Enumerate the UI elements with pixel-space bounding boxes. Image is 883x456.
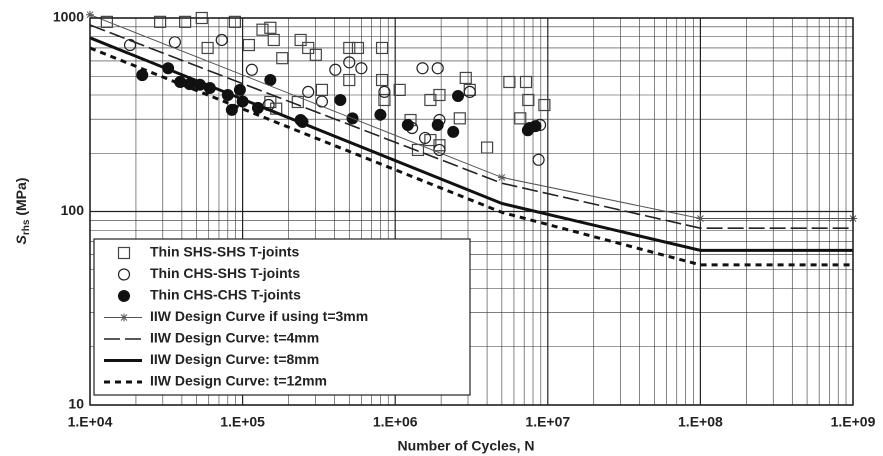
square-marker <box>433 139 446 152</box>
circle-marker <box>343 56 356 69</box>
square-marker <box>393 83 406 97</box>
filled-circle-marker <box>118 290 130 302</box>
legend-label: IIW Design Curve: t=8mm <box>150 351 319 367</box>
square-marker <box>503 75 516 89</box>
square-marker <box>351 41 365 55</box>
square-marker <box>294 33 307 47</box>
circle-marker <box>433 143 446 157</box>
star-marker <box>497 173 506 182</box>
x-tick-label: 1.E+05 <box>220 414 265 430</box>
square-marker <box>100 15 113 28</box>
square-marker <box>433 88 446 102</box>
star-marker <box>120 313 128 322</box>
legend-box <box>93 238 471 396</box>
circle-marker <box>215 33 228 47</box>
circle-marker <box>168 36 181 49</box>
x-tick-label: 1.E+08 <box>678 414 723 430</box>
square-marker <box>276 52 289 65</box>
circle-marker <box>123 38 137 52</box>
filled-circle-marker <box>401 118 414 131</box>
legend-label: IIW Design Curve if using t=3mm <box>150 308 368 324</box>
design-curve <box>89 24 853 229</box>
filled-circle-marker <box>529 120 542 133</box>
square-marker <box>201 41 214 55</box>
filled-circle-marker <box>447 125 460 138</box>
legend-label: Thin CHS-CHS T-joints <box>150 287 301 303</box>
y-label-subscript: rhs <box>21 219 32 235</box>
x-tick-label: 1.E+07 <box>525 414 570 430</box>
circle-marker <box>418 131 432 145</box>
circle-marker <box>431 62 444 75</box>
square-marker <box>453 112 466 125</box>
square-marker <box>538 98 551 112</box>
design-curve <box>89 36 853 252</box>
square-marker <box>228 15 241 28</box>
plot-frame <box>89 17 854 406</box>
legend-label: Thin CHS-SHS T-joints <box>150 265 300 281</box>
circle-marker <box>245 63 258 76</box>
x-tick-label: 1.E+06 <box>373 414 418 430</box>
y-tick-label: 10 <box>68 396 84 412</box>
filled-circle-marker <box>452 90 465 103</box>
filled-circle-marker <box>136 69 149 82</box>
square-marker <box>375 41 389 55</box>
x-axis-label: Number of Cycles, N <box>398 438 535 454</box>
design-curve <box>89 46 853 267</box>
square-marker <box>267 33 280 47</box>
square-marker <box>480 141 494 154</box>
square-marker <box>264 21 277 34</box>
circle-marker <box>416 62 429 75</box>
legend: Thin SHS-SHS T-joints Thin CHS-SHS T-join… <box>93 238 471 396</box>
circle-marker <box>329 63 342 76</box>
square-marker <box>514 112 527 125</box>
filled-circle-marker <box>264 74 277 87</box>
square-marker <box>375 73 389 87</box>
y-tick-label: 100 <box>61 202 85 218</box>
legend-label: IIW Design Curve: t=4mm <box>150 330 319 346</box>
square-marker <box>154 15 167 28</box>
y-axis-label: Srhs (MPa) <box>13 178 32 245</box>
circle-marker <box>532 153 545 166</box>
square-marker <box>302 41 315 55</box>
square-marker <box>117 246 131 260</box>
star-marker <box>696 214 705 223</box>
square-marker <box>179 15 192 28</box>
square-marker <box>519 75 533 89</box>
design-curve <box>89 14 853 220</box>
square-marker <box>378 93 391 107</box>
circle-marker <box>302 85 315 99</box>
circle-marker <box>117 268 131 281</box>
circle-marker <box>355 62 368 75</box>
legend-label: IIW Design Curve: t=12mm <box>150 373 327 389</box>
circle-marker <box>463 85 476 99</box>
square-marker <box>343 41 356 55</box>
y-tick-label: 1000 <box>53 9 84 25</box>
circle-marker <box>315 95 329 108</box>
marks <box>86 10 857 267</box>
square-marker <box>315 83 329 97</box>
filled-circle-marker <box>431 118 444 131</box>
y-label-unit: (MPa) <box>13 178 29 216</box>
x-tick-label: 1.E+09 <box>831 414 876 430</box>
circle-marker <box>378 85 391 99</box>
square-marker <box>256 23 269 36</box>
x-tick-label: 1.E+04 <box>68 414 113 430</box>
y-label-symbol: S <box>13 234 29 244</box>
axes: 1.E+04 1.E+05 1.E+06 1.E+07 1.E+08 1.E+09 10 10… <box>53 9 876 430</box>
square-marker <box>459 71 472 85</box>
filled-circle-marker <box>334 93 347 106</box>
square-marker <box>242 38 256 52</box>
square-marker <box>343 73 356 87</box>
filled-circle-marker <box>374 108 387 121</box>
square-marker <box>309 48 322 61</box>
square-marker <box>522 93 535 107</box>
star-marker <box>86 10 94 19</box>
legend-label: Thin SHS-SHS T-joints <box>150 244 300 260</box>
filled-circle-marker <box>233 83 246 96</box>
